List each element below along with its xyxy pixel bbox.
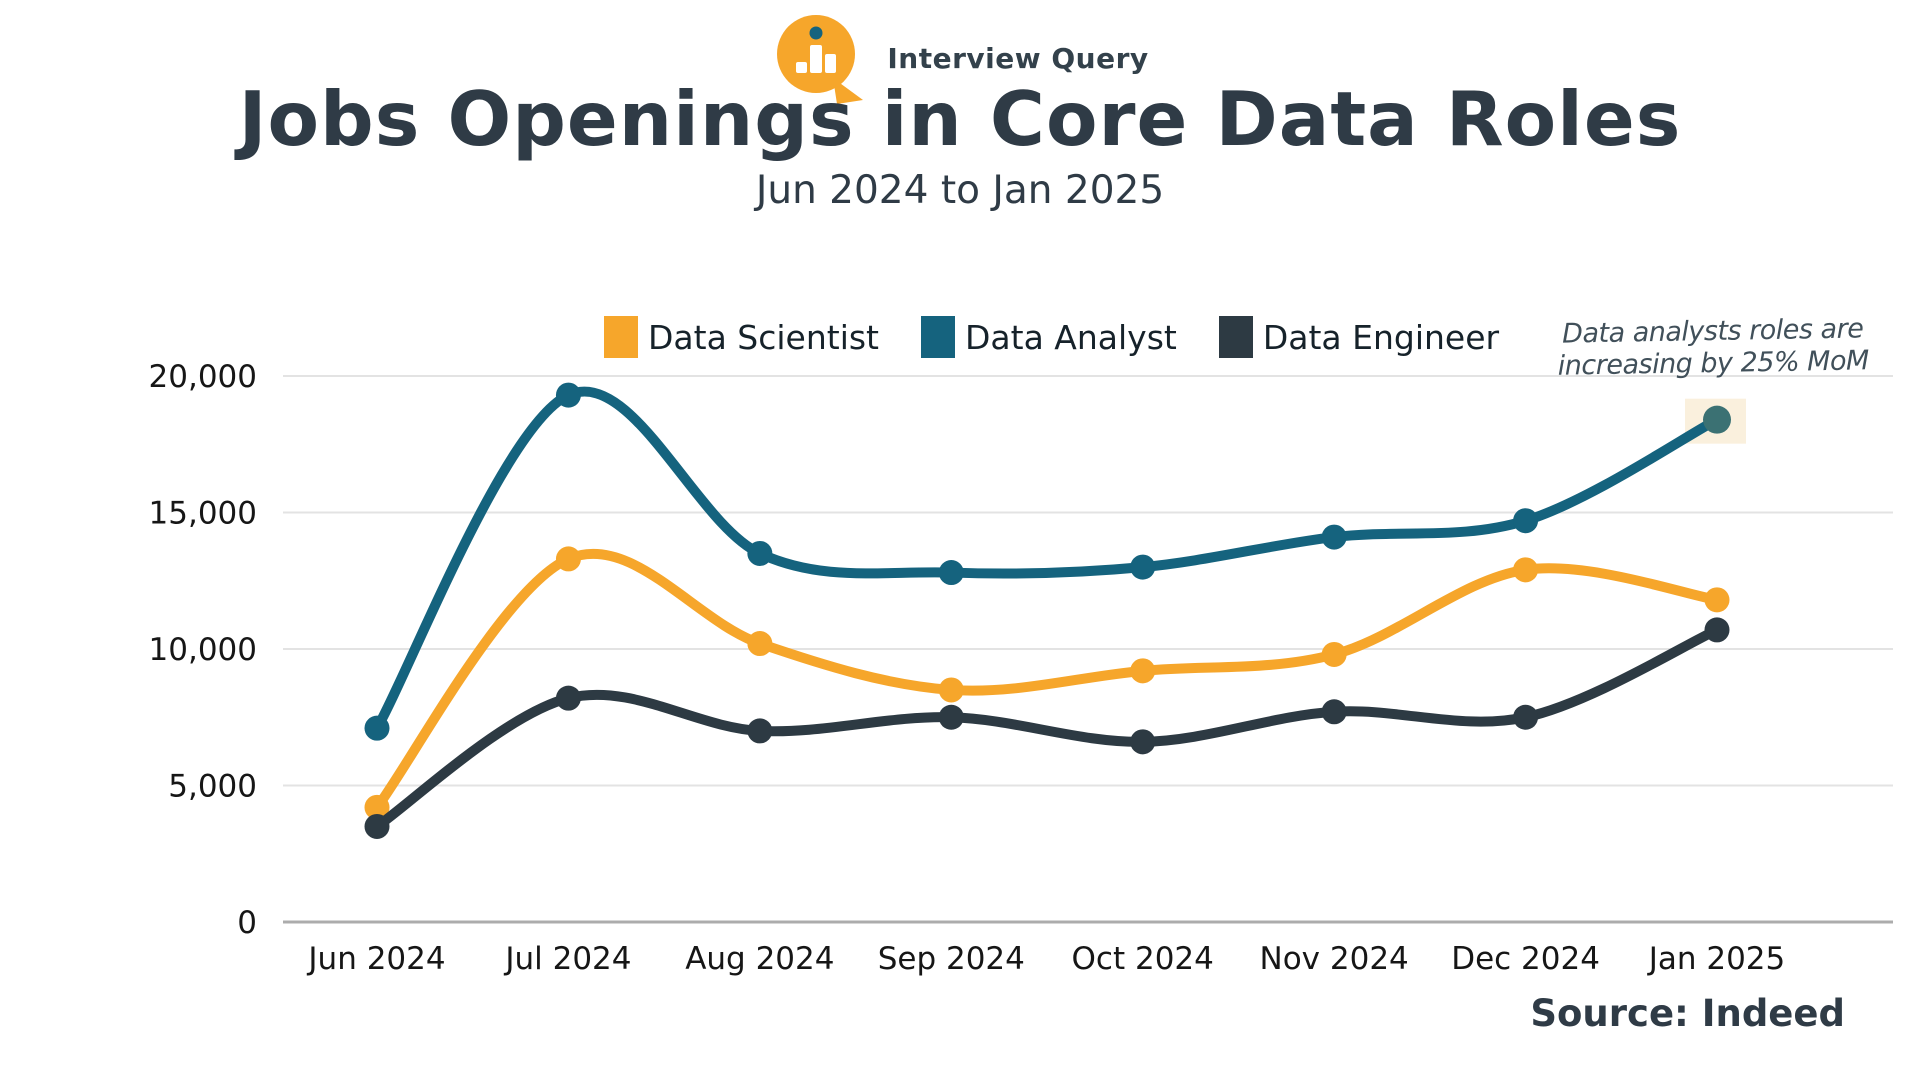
- y-tick-label: 20,000: [149, 359, 257, 395]
- legend-item-data-engineer: Data Engineer: [1218, 316, 1500, 358]
- data-point: [747, 718, 773, 744]
- data-point: [555, 685, 581, 711]
- annotation-line-2: increasing by 25% MoM: [1557, 345, 1870, 382]
- series-line-data-scientist: [372, 548, 1722, 813]
- y-tick-label: 10,000: [149, 632, 257, 668]
- legend-item-data-scientist: Data Scientist: [604, 316, 879, 358]
- legend-label: Data Scientist: [648, 317, 879, 357]
- series-line-data-analyst: [372, 386, 1722, 734]
- data-point: [364, 794, 390, 820]
- source-credit: Source: Indeed: [1530, 992, 1845, 1035]
- data-point: [1703, 405, 1731, 434]
- x-tick-label: Nov 2024: [1260, 941, 1409, 977]
- data-point: [1130, 658, 1156, 684]
- data-point: [1704, 587, 1730, 613]
- brand-name: Interview Query: [887, 41, 1149, 75]
- x-tick-label: Sep 2024: [878, 941, 1025, 977]
- x-tick-label: Oct 2024: [1072, 941, 1214, 977]
- y-tick-label: 0: [237, 905, 257, 941]
- data-point: [364, 715, 390, 741]
- y-tick-label: 15,000: [149, 496, 257, 532]
- y-tick-label: 5,000: [168, 769, 257, 805]
- data-point: [1321, 641, 1347, 667]
- bar-chart-magnifier-icon: [777, 15, 864, 104]
- x-tick-label: Jan 2025: [1647, 941, 1786, 977]
- page-subtitle: Jun 2024 to Jan 2025: [755, 168, 1165, 213]
- chart-legend: Data Scientist Data Analyst Data Engineer: [604, 316, 1499, 358]
- brand-logo: Interview Query: [0, 10, 1920, 106]
- data-point: [555, 382, 581, 408]
- legend-item-data-analyst: Data Analyst: [921, 316, 1177, 358]
- data-point: [747, 540, 773, 566]
- data-point: [555, 546, 581, 572]
- data-point: [1513, 508, 1539, 534]
- data-point: [747, 631, 773, 657]
- legend-swatch: [1218, 316, 1253, 358]
- data-point: [1130, 554, 1156, 580]
- series-line-data-engineer: [372, 624, 1722, 832]
- data-point: [364, 813, 390, 839]
- legend-swatch: [604, 316, 638, 358]
- legend-label: Data Analyst: [965, 317, 1177, 357]
- data-point: [1513, 704, 1539, 730]
- legend-label: Data Engineer: [1262, 317, 1500, 357]
- data-point: [1704, 617, 1730, 643]
- data-point: [938, 704, 964, 730]
- annotation-note: Data analysts roles are increasing by 25…: [1547, 313, 1878, 382]
- x-tick-label: Aug 2024: [685, 941, 834, 977]
- data-point: [938, 677, 964, 703]
- x-tick-label: Jul 2024: [503, 941, 631, 977]
- x-tick-label: Jun 2024: [306, 941, 445, 977]
- legend-swatch: [921, 316, 955, 358]
- x-tick-label: Dec 2024: [1451, 941, 1600, 977]
- data-point: [1513, 557, 1539, 583]
- data-point: [938, 560, 964, 586]
- page-title: Jobs Openings in Core Data Roles: [238, 75, 1682, 163]
- data-point: [1321, 524, 1347, 550]
- data-point: [1321, 699, 1347, 725]
- data-point: [1130, 729, 1156, 755]
